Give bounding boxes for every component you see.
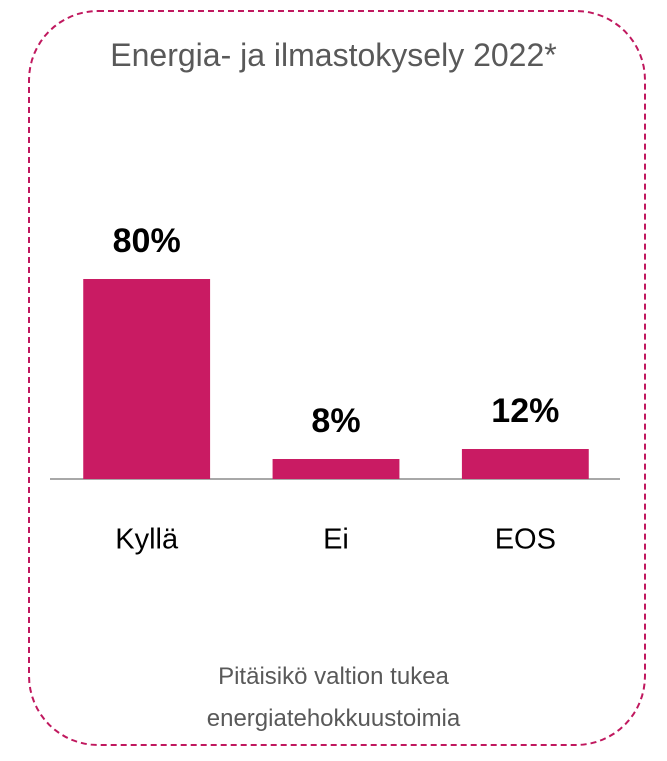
x-tick-label: Ei	[323, 524, 349, 556]
chart-title: Energia- ja ilmastokysely 2022*	[110, 37, 557, 73]
value-label: 8%	[311, 402, 360, 440]
x-tick-label: Kyllä	[115, 524, 179, 556]
bar	[461, 449, 589, 479]
bar	[272, 459, 400, 479]
chart-subtitle: Pitäisikö valtion tukea energiatehokkuus…	[206, 663, 461, 732]
frame	[28, 10, 646, 746]
value-label: 12%	[491, 392, 559, 430]
value-label: 80%	[113, 222, 181, 260]
bar	[83, 279, 211, 479]
x-tick-label: EOS	[495, 524, 556, 556]
